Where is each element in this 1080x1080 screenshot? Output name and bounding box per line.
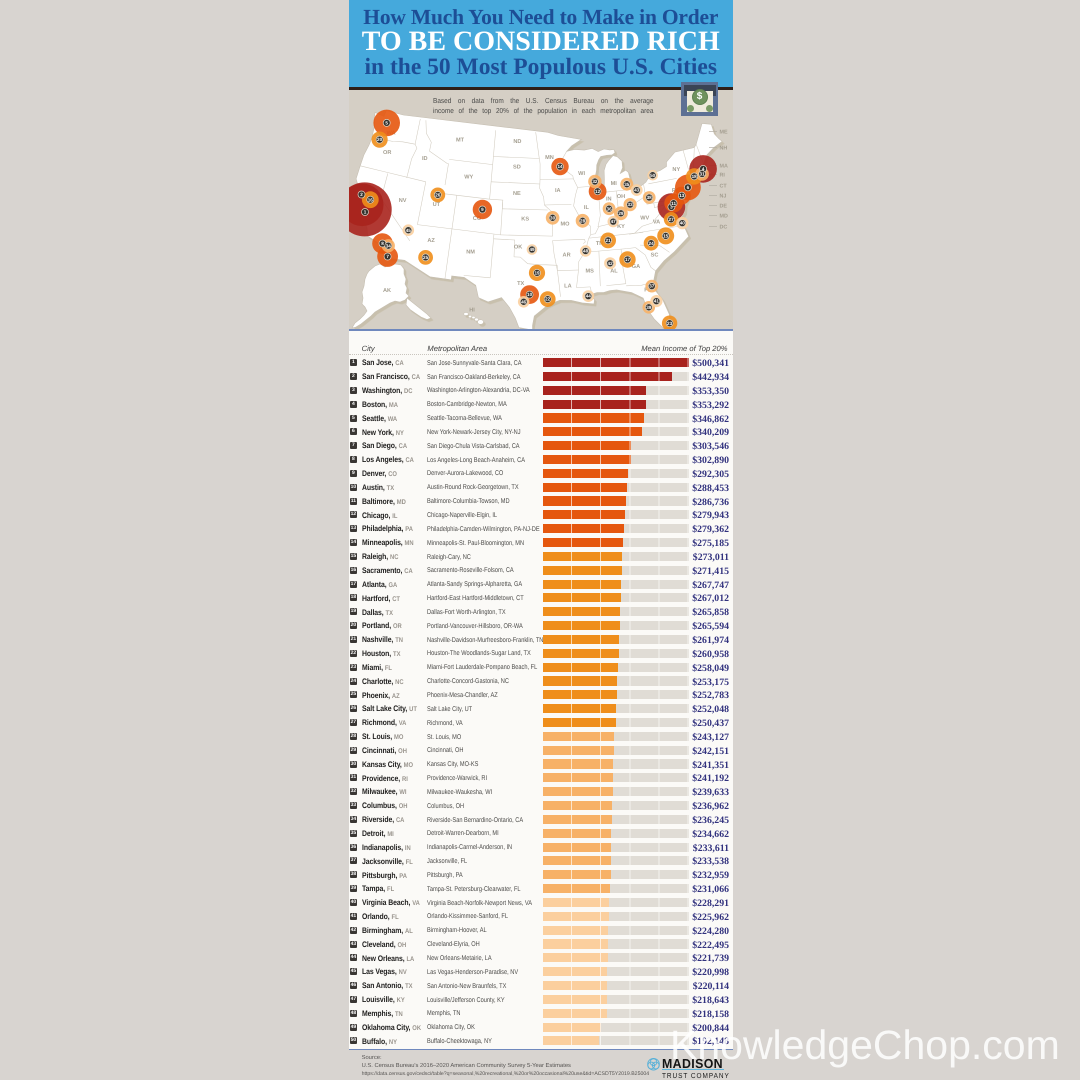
- svg-text:MI: MI: [611, 181, 618, 187]
- svg-text:NY: NY: [672, 167, 680, 173]
- svg-text:NJ: NJ: [720, 194, 727, 200]
- svg-text:45: 45: [406, 228, 412, 233]
- svg-text:15: 15: [663, 234, 669, 239]
- svg-text:36: 36: [607, 206, 613, 211]
- svg-text:48: 48: [583, 249, 589, 254]
- svg-text:AK: AK: [383, 288, 391, 294]
- svg-text:50: 50: [650, 173, 656, 178]
- svg-text:OH: OH: [617, 194, 625, 200]
- svg-text:27: 27: [669, 217, 675, 222]
- svg-text:LA: LA: [564, 284, 571, 290]
- svg-text:IN: IN: [606, 196, 612, 202]
- svg-text:6: 6: [687, 185, 690, 190]
- svg-text:44: 44: [586, 294, 592, 299]
- svg-text:1: 1: [364, 210, 367, 215]
- svg-text:19: 19: [534, 271, 540, 276]
- svg-text:38: 38: [647, 195, 653, 200]
- svg-text:CT: CT: [720, 184, 728, 190]
- svg-text:29: 29: [618, 211, 624, 216]
- svg-text:26: 26: [435, 193, 441, 198]
- svg-text:42: 42: [608, 261, 614, 266]
- svg-text:WI: WI: [578, 171, 585, 177]
- svg-text:WV: WV: [640, 215, 649, 221]
- svg-text:11: 11: [671, 201, 676, 206]
- svg-text:8: 8: [381, 241, 384, 246]
- svg-text:SD: SD: [513, 165, 521, 171]
- svg-text:32: 32: [592, 179, 598, 184]
- svg-text:28: 28: [580, 218, 586, 223]
- svg-text:22: 22: [545, 297, 551, 302]
- svg-text:4: 4: [702, 167, 705, 172]
- svg-text:34: 34: [386, 243, 392, 248]
- svg-text:16: 16: [368, 197, 374, 202]
- svg-text:39: 39: [646, 305, 652, 310]
- svg-text:MA: MA: [720, 164, 728, 170]
- svg-text:21: 21: [606, 238, 612, 243]
- svg-text:IA: IA: [555, 188, 561, 194]
- svg-text:12: 12: [595, 189, 601, 194]
- svg-text:MT: MT: [456, 138, 465, 144]
- svg-text:CO: CO: [473, 216, 482, 222]
- svg-text:35: 35: [624, 182, 630, 187]
- svg-text:RI: RI: [720, 173, 726, 179]
- svg-text:OR: OR: [383, 150, 391, 156]
- svg-text:43: 43: [634, 188, 640, 193]
- svg-text:20: 20: [377, 137, 383, 142]
- svg-text:25: 25: [423, 255, 429, 260]
- svg-text:13: 13: [679, 193, 685, 198]
- svg-text:ID: ID: [422, 156, 428, 162]
- svg-text:17: 17: [625, 257, 631, 262]
- svg-text:9: 9: [481, 207, 484, 212]
- svg-text:WY: WY: [464, 174, 473, 180]
- svg-text:41: 41: [654, 299, 660, 304]
- svg-text:KS: KS: [521, 217, 529, 223]
- svg-text:MD: MD: [720, 214, 728, 220]
- svg-text:5: 5: [385, 121, 388, 126]
- svg-text:NE: NE: [513, 191, 521, 197]
- svg-text:AR: AR: [563, 252, 571, 258]
- svg-text:DC: DC: [720, 225, 728, 231]
- svg-text:MO: MO: [560, 222, 570, 228]
- svg-text:HI: HI: [469, 308, 475, 314]
- svg-text:ME: ME: [720, 130, 728, 136]
- svg-text:NM: NM: [466, 249, 475, 255]
- svg-text:23: 23: [667, 321, 673, 326]
- svg-text:VA: VA: [653, 219, 660, 225]
- svg-text:SC: SC: [651, 252, 659, 258]
- svg-text:NV: NV: [399, 198, 407, 204]
- svg-text:GA: GA: [632, 264, 640, 270]
- svg-text:24: 24: [649, 241, 655, 246]
- svg-text:UT: UT: [433, 202, 441, 208]
- svg-text:33: 33: [628, 202, 634, 207]
- svg-text:37: 37: [649, 284, 655, 289]
- svg-text:7: 7: [386, 254, 389, 259]
- svg-text:49: 49: [529, 247, 535, 252]
- svg-text:46: 46: [521, 299, 527, 304]
- svg-text:NH: NH: [720, 146, 728, 152]
- svg-text:2: 2: [360, 192, 363, 197]
- svg-text:AZ: AZ: [427, 238, 435, 244]
- svg-text:10: 10: [527, 292, 533, 297]
- svg-text:KY: KY: [617, 224, 625, 230]
- svg-text:31: 31: [700, 172, 706, 177]
- svg-text:AL: AL: [610, 269, 618, 275]
- svg-text:TN: TN: [596, 241, 603, 247]
- svg-text:ND: ND: [513, 139, 521, 145]
- svg-text:40: 40: [680, 221, 686, 226]
- svg-text:3: 3: [670, 205, 673, 210]
- svg-text:MN: MN: [545, 155, 554, 161]
- svg-text:IL: IL: [584, 205, 590, 211]
- svg-text:18: 18: [692, 174, 698, 179]
- svg-text:OK: OK: [514, 244, 522, 250]
- svg-text:TX: TX: [517, 281, 524, 287]
- svg-text:47: 47: [611, 219, 617, 224]
- svg-text:30: 30: [550, 215, 556, 220]
- svg-text:MS: MS: [586, 269, 595, 275]
- svg-text:14: 14: [557, 164, 563, 169]
- svg-text:DE: DE: [720, 204, 728, 210]
